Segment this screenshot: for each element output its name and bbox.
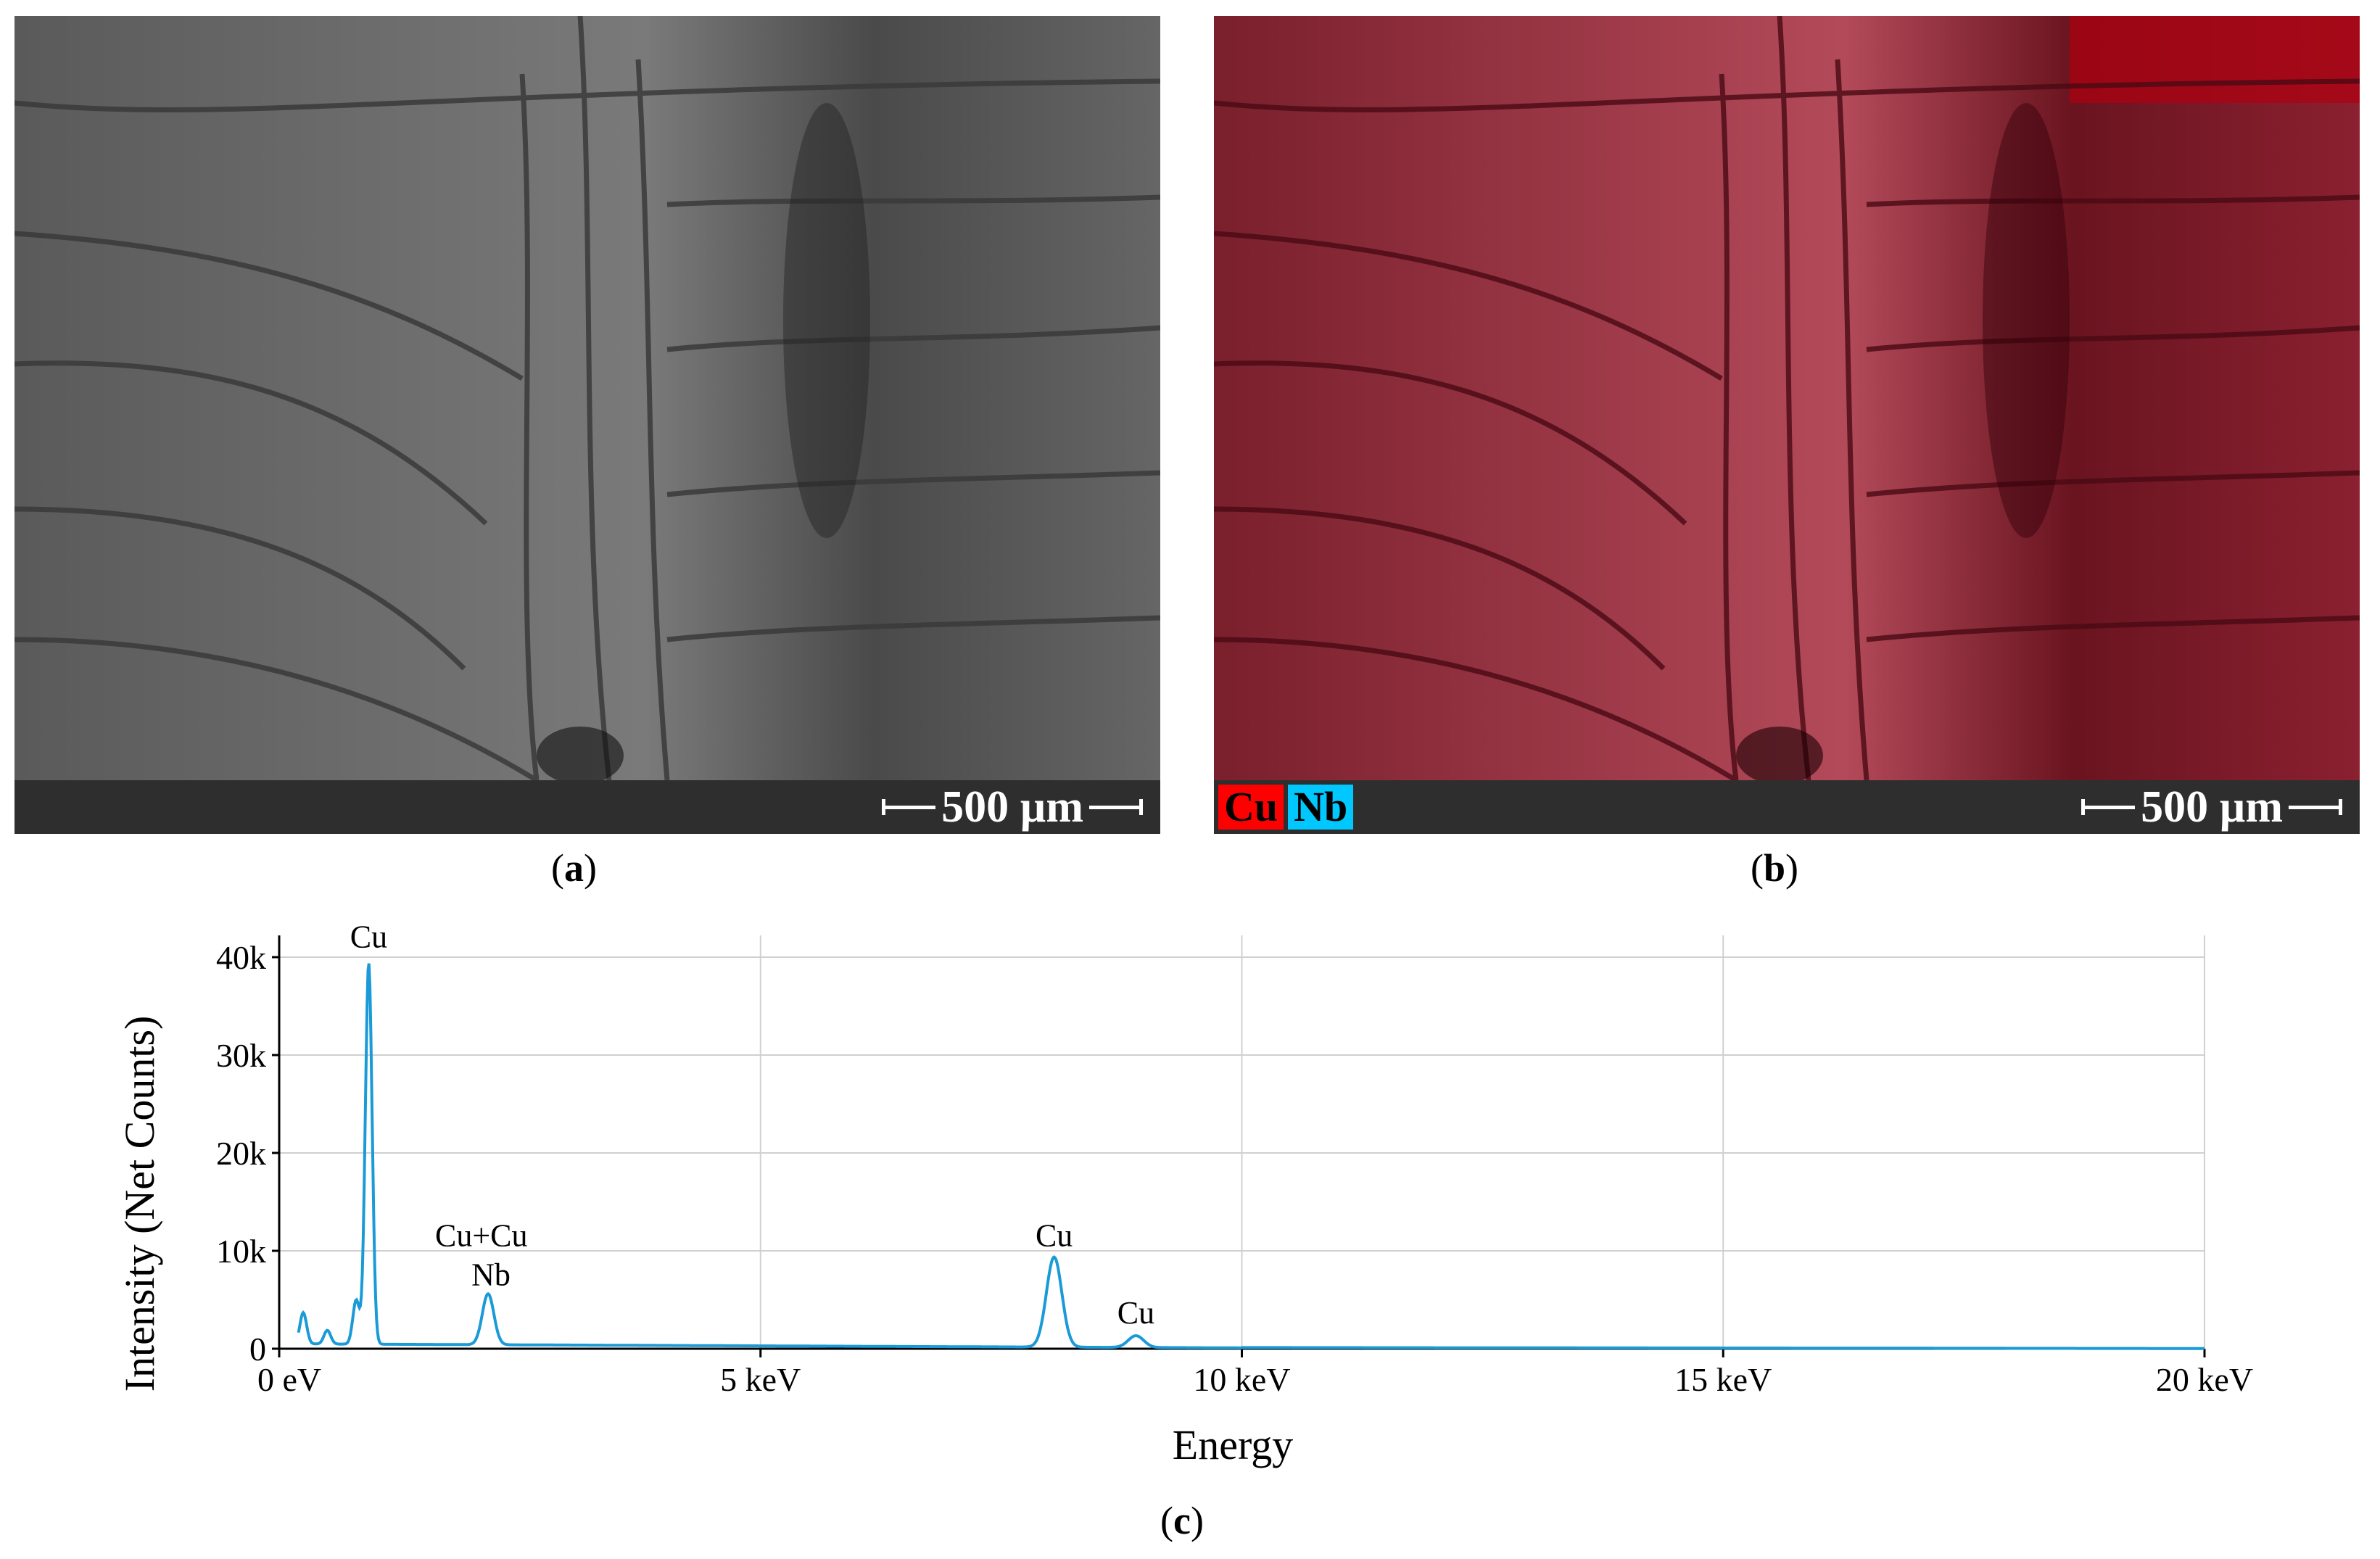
scale-bar-right-icon — [1089, 799, 1143, 815]
peak-label: Nb — [471, 1257, 511, 1292]
scale-bar-strip: Cu Nb 500 µm — [1214, 780, 2360, 834]
scale-bar: 500 µm — [2081, 782, 2342, 832]
spectrum-line — [297, 963, 2205, 1350]
legend-cu: Cu — [1218, 785, 1284, 830]
scale-bar-label: 500 µm — [941, 782, 1083, 832]
caption-a: (a) — [551, 846, 597, 890]
x-tick-label: 10 keV — [1193, 1361, 1290, 1398]
legend-nb: Nb — [1288, 785, 1354, 830]
peak-label: Cu — [1036, 1217, 1073, 1253]
scale-bar: 500 µm — [882, 782, 1143, 832]
peak-annotations: Cu Cu+Cu Nb Cu Cu — [350, 919, 1154, 1331]
y-tick-label: 30k — [216, 1037, 266, 1074]
scale-bar-label: 500 µm — [2141, 782, 2283, 832]
element-legend: Cu Nb — [1218, 785, 1354, 830]
y-tick-label: 40k — [216, 939, 266, 976]
y-tick-label: 0 — [249, 1331, 266, 1368]
tick-labels: 0 10k 20k 30k 40k 0 eV 5 keV 10 keV 15 keV 20 keV — [216, 939, 2253, 1398]
peak-label: Cu+Cu — [435, 1217, 528, 1253]
scale-bar-strip: 500 µm — [15, 780, 1160, 834]
eds-map-panel-b: Cu Nb 500 µm — [1214, 16, 2360, 834]
sem-micrograph — [15, 16, 1160, 780]
y-axis-label: Intensity (Net Counts) — [116, 1016, 163, 1392]
caption-b: (b) — [1751, 846, 1799, 890]
x-axis-label: Energy — [1173, 1421, 1293, 1468]
x-tick-label: 20 keV — [2156, 1361, 2253, 1398]
eds-spectrum-chart: 0 10k 20k 30k 40k 0 eV 5 keV 10 keV 15 keV 20 keV… — [116, 919, 2253, 1469]
x-tick-label: 5 keV — [720, 1361, 801, 1398]
eds-map-image — [1214, 16, 2360, 780]
peak-label: Cu — [1117, 1295, 1154, 1331]
caption-c: (c) — [1160, 1499, 1204, 1542]
sem-panel-a: 500 µm — [15, 16, 1160, 834]
scale-bar-left-icon — [2081, 799, 2136, 815]
x-tick-label: 0 eV — [257, 1361, 321, 1398]
x-tick-label: 15 keV — [1674, 1361, 1772, 1398]
y-tick-label: 10k — [216, 1233, 266, 1270]
peak-label: Cu — [350, 919, 387, 955]
chart-grid — [278, 935, 2205, 1349]
scale-bar-left-icon — [882, 799, 936, 815]
scale-bar-right-icon — [2289, 799, 2342, 815]
y-tick-label: 20k — [216, 1135, 266, 1172]
chart-axes — [272, 935, 2206, 1357]
